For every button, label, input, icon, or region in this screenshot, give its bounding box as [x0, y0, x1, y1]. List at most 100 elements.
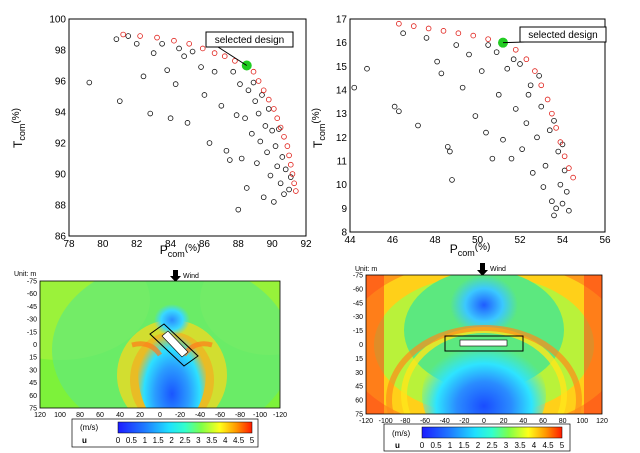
design-point — [519, 146, 525, 152]
pareto-point — [211, 50, 218, 56]
x-tick-labels: 120 100 80 60 40 20 0 -20 -40 -60 -80 -100 -120 — [34, 412, 287, 419]
colorbar-tick-label: 3 — [196, 436, 201, 445]
y-tick-label: 9 — [341, 204, 347, 215]
annotation-label: selected design — [528, 30, 598, 41]
design-point — [483, 129, 489, 136]
x-tick-label: 80 — [76, 412, 84, 419]
colorbar-tick-label: 3.5 — [514, 441, 526, 450]
design-point — [250, 79, 257, 86]
design-point — [510, 56, 517, 63]
design-point — [434, 58, 440, 65]
design-point — [364, 65, 370, 72]
colorbar-tick-label: 2 — [169, 436, 174, 445]
colorbar-variable: u — [82, 436, 87, 445]
pareto-point — [425, 25, 432, 32]
colorbar-tick-label: 4 — [223, 436, 228, 445]
x-tick-label: 78 — [63, 239, 75, 250]
x-tick-label: 100 — [54, 412, 66, 419]
pareto-point — [291, 180, 297, 187]
design-point — [237, 81, 243, 87]
pareto-point — [553, 125, 559, 131]
pareto-point — [274, 115, 281, 121]
design-point — [549, 198, 555, 205]
design-point — [529, 170, 536, 176]
x-tick-label: -120 — [359, 418, 373, 425]
colorbar-tick-label: 0.5 — [430, 441, 442, 450]
design-point — [277, 180, 284, 187]
y-tick-label: -30 — [27, 317, 37, 324]
x-tick-label: 120 — [596, 418, 608, 425]
colorbar-unit: (m/s) — [392, 429, 411, 438]
design-point — [125, 33, 132, 39]
pareto-point — [171, 37, 177, 44]
design-point — [559, 200, 566, 207]
x-tick-label: 86 — [199, 239, 211, 250]
x-tick-label: -120 — [273, 412, 287, 419]
y-tick-label: -15 — [353, 328, 363, 335]
x-tick-label: 52 — [514, 235, 526, 246]
y-tick-label: 30 — [29, 367, 37, 374]
colorbar-tick-label: 3 — [504, 441, 509, 450]
y-tick-label: 11 — [337, 157, 348, 168]
x-tick-label: -100 — [379, 418, 393, 425]
design-point — [286, 186, 292, 193]
x-tick-label: -80 — [400, 418, 410, 425]
colorbar-tick-label: 5 — [250, 436, 255, 445]
y-tick-label: 10 — [336, 180, 348, 191]
scatter-chart-right: 44 46 48 50 52 54 56 8 9 10 11 12 13 14 15 16 17 select… — [311, 15, 611, 259]
design-point — [391, 103, 398, 110]
pareto-point — [277, 124, 284, 131]
y-tick-label: 8 — [341, 228, 347, 239]
pareto-point — [255, 78, 262, 84]
x-tick-labels: 78 80 82 84 86 88 90 92 — [63, 239, 312, 250]
x-tick-label: 40 — [116, 412, 124, 419]
colorbar-tick-label: 1.5 — [458, 441, 470, 450]
design-point — [472, 113, 479, 119]
y-tick-label: -75 — [27, 279, 37, 286]
y-tick-label: 15 — [29, 355, 37, 362]
pareto-point — [186, 40, 192, 47]
colorbar-unit: (m/s) — [80, 423, 99, 432]
building-outline — [444, 335, 524, 352]
x-tick-label: -20 — [175, 412, 185, 419]
x-tick-label: -100 — [253, 412, 267, 419]
design-point — [147, 110, 154, 117]
pareto-point — [549, 110, 555, 117]
x-tick-label: 100 — [576, 418, 588, 425]
y-tick-label: 45 — [29, 380, 37, 387]
wind-arrow-icon — [477, 263, 488, 276]
y-tick-label: 94 — [55, 108, 67, 119]
design-point — [423, 35, 430, 41]
colorbar-tick-label: 2 — [476, 441, 481, 450]
colorbar-tick-label: 2.5 — [486, 441, 498, 450]
design-point — [563, 188, 570, 195]
y-tick-label: 15 — [355, 356, 363, 363]
colorbar-tick-label: 4 — [532, 441, 537, 450]
design-point — [249, 130, 255, 137]
design-point — [269, 127, 275, 134]
field-plot — [366, 275, 602, 414]
design-point — [235, 206, 242, 213]
colorbar — [421, 426, 563, 439]
design-point — [555, 148, 562, 155]
y-tick-label: -45 — [353, 300, 363, 307]
design-point — [198, 64, 204, 70]
pareto-point — [281, 134, 287, 140]
y-tick-label: 14 — [336, 86, 348, 97]
field-plot — [40, 281, 280, 408]
x-tick-label: 0 — [158, 412, 162, 419]
x-tick-labels: -120 -100 -80 -60 -40 -20 0 20 40 60 80 100 120 — [359, 418, 608, 425]
pareto-point — [440, 28, 447, 34]
design-point — [536, 73, 542, 79]
pareto-point — [532, 68, 538, 74]
x-tick-label: 50 — [472, 235, 484, 246]
colorbar-variable: u — [395, 441, 400, 450]
y-tick-label: 17 — [336, 15, 348, 26]
x-tick-label: 84 — [165, 239, 177, 250]
design-point — [230, 68, 237, 75]
pareto-point — [137, 33, 143, 39]
pareto-point — [557, 139, 564, 145]
pareto-front-points — [396, 20, 576, 181]
design-point — [276, 126, 282, 132]
design-point — [254, 160, 260, 166]
